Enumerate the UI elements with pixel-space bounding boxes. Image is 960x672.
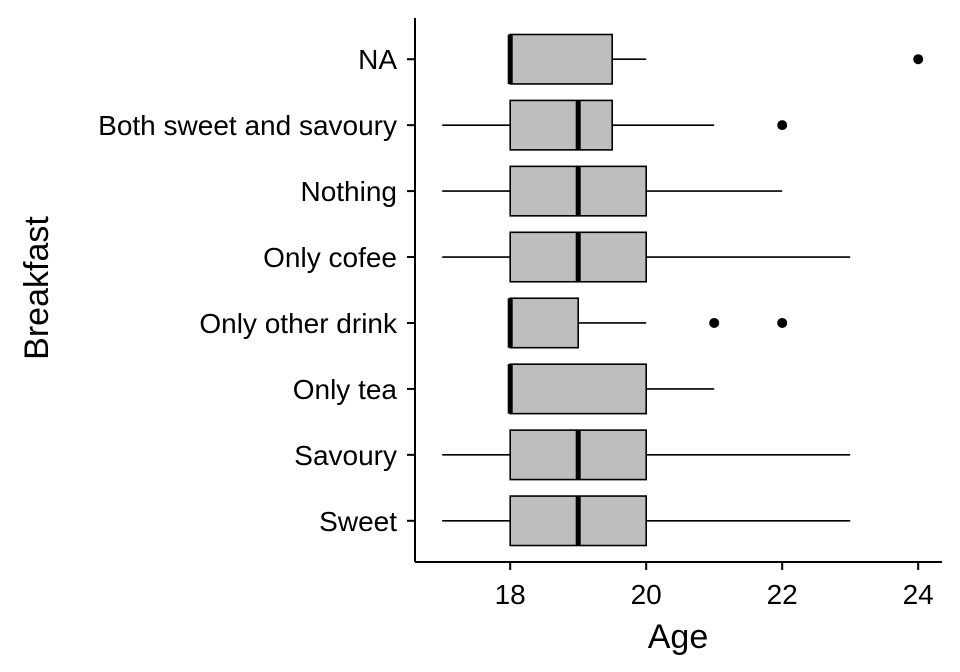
box-group: [507, 363, 715, 415]
box-group: [507, 297, 788, 349]
y-tick-label: Savoury: [294, 440, 397, 471]
y-tick-label: Only cofee: [263, 242, 397, 273]
x-tick-label: 24: [903, 579, 934, 610]
box-group: [507, 33, 924, 85]
y-tick-label: Only tea: [293, 374, 398, 405]
box-group: [442, 165, 783, 217]
outlier-point: [913, 54, 924, 65]
box-group: [442, 99, 788, 151]
outlier-point: [777, 317, 788, 328]
outlier-point: [709, 317, 720, 328]
y-tick-label: NA: [358, 44, 397, 75]
box-iqr: [509, 297, 580, 349]
box-iqr: [509, 363, 648, 415]
box-iqr: [509, 33, 614, 85]
ticks-layer: 18 20 22 24 NA Both sweet and savoury Nothing O…: [98, 44, 934, 610]
y-tick-label: Both sweet and savoury: [98, 110, 397, 141]
x-tick-label: 22: [767, 579, 798, 610]
boxes-layer: [442, 33, 924, 547]
outlier-point: [777, 120, 788, 131]
x-tick-label: 20: [631, 579, 662, 610]
y-tick-label: Only other drink: [199, 308, 398, 339]
y-tick-label: Sweet: [319, 506, 397, 537]
box-group: [442, 495, 851, 547]
y-tick-label: Nothing: [300, 176, 397, 207]
axes-layer: [414, 18, 942, 563]
box-group: [442, 429, 851, 481]
x-axis-title: Age: [648, 618, 709, 656]
box-iqr: [509, 99, 614, 151]
x-tick-label: 18: [495, 579, 526, 610]
y-axis-title: Breakfast: [18, 216, 56, 360]
box-group: [442, 231, 851, 283]
